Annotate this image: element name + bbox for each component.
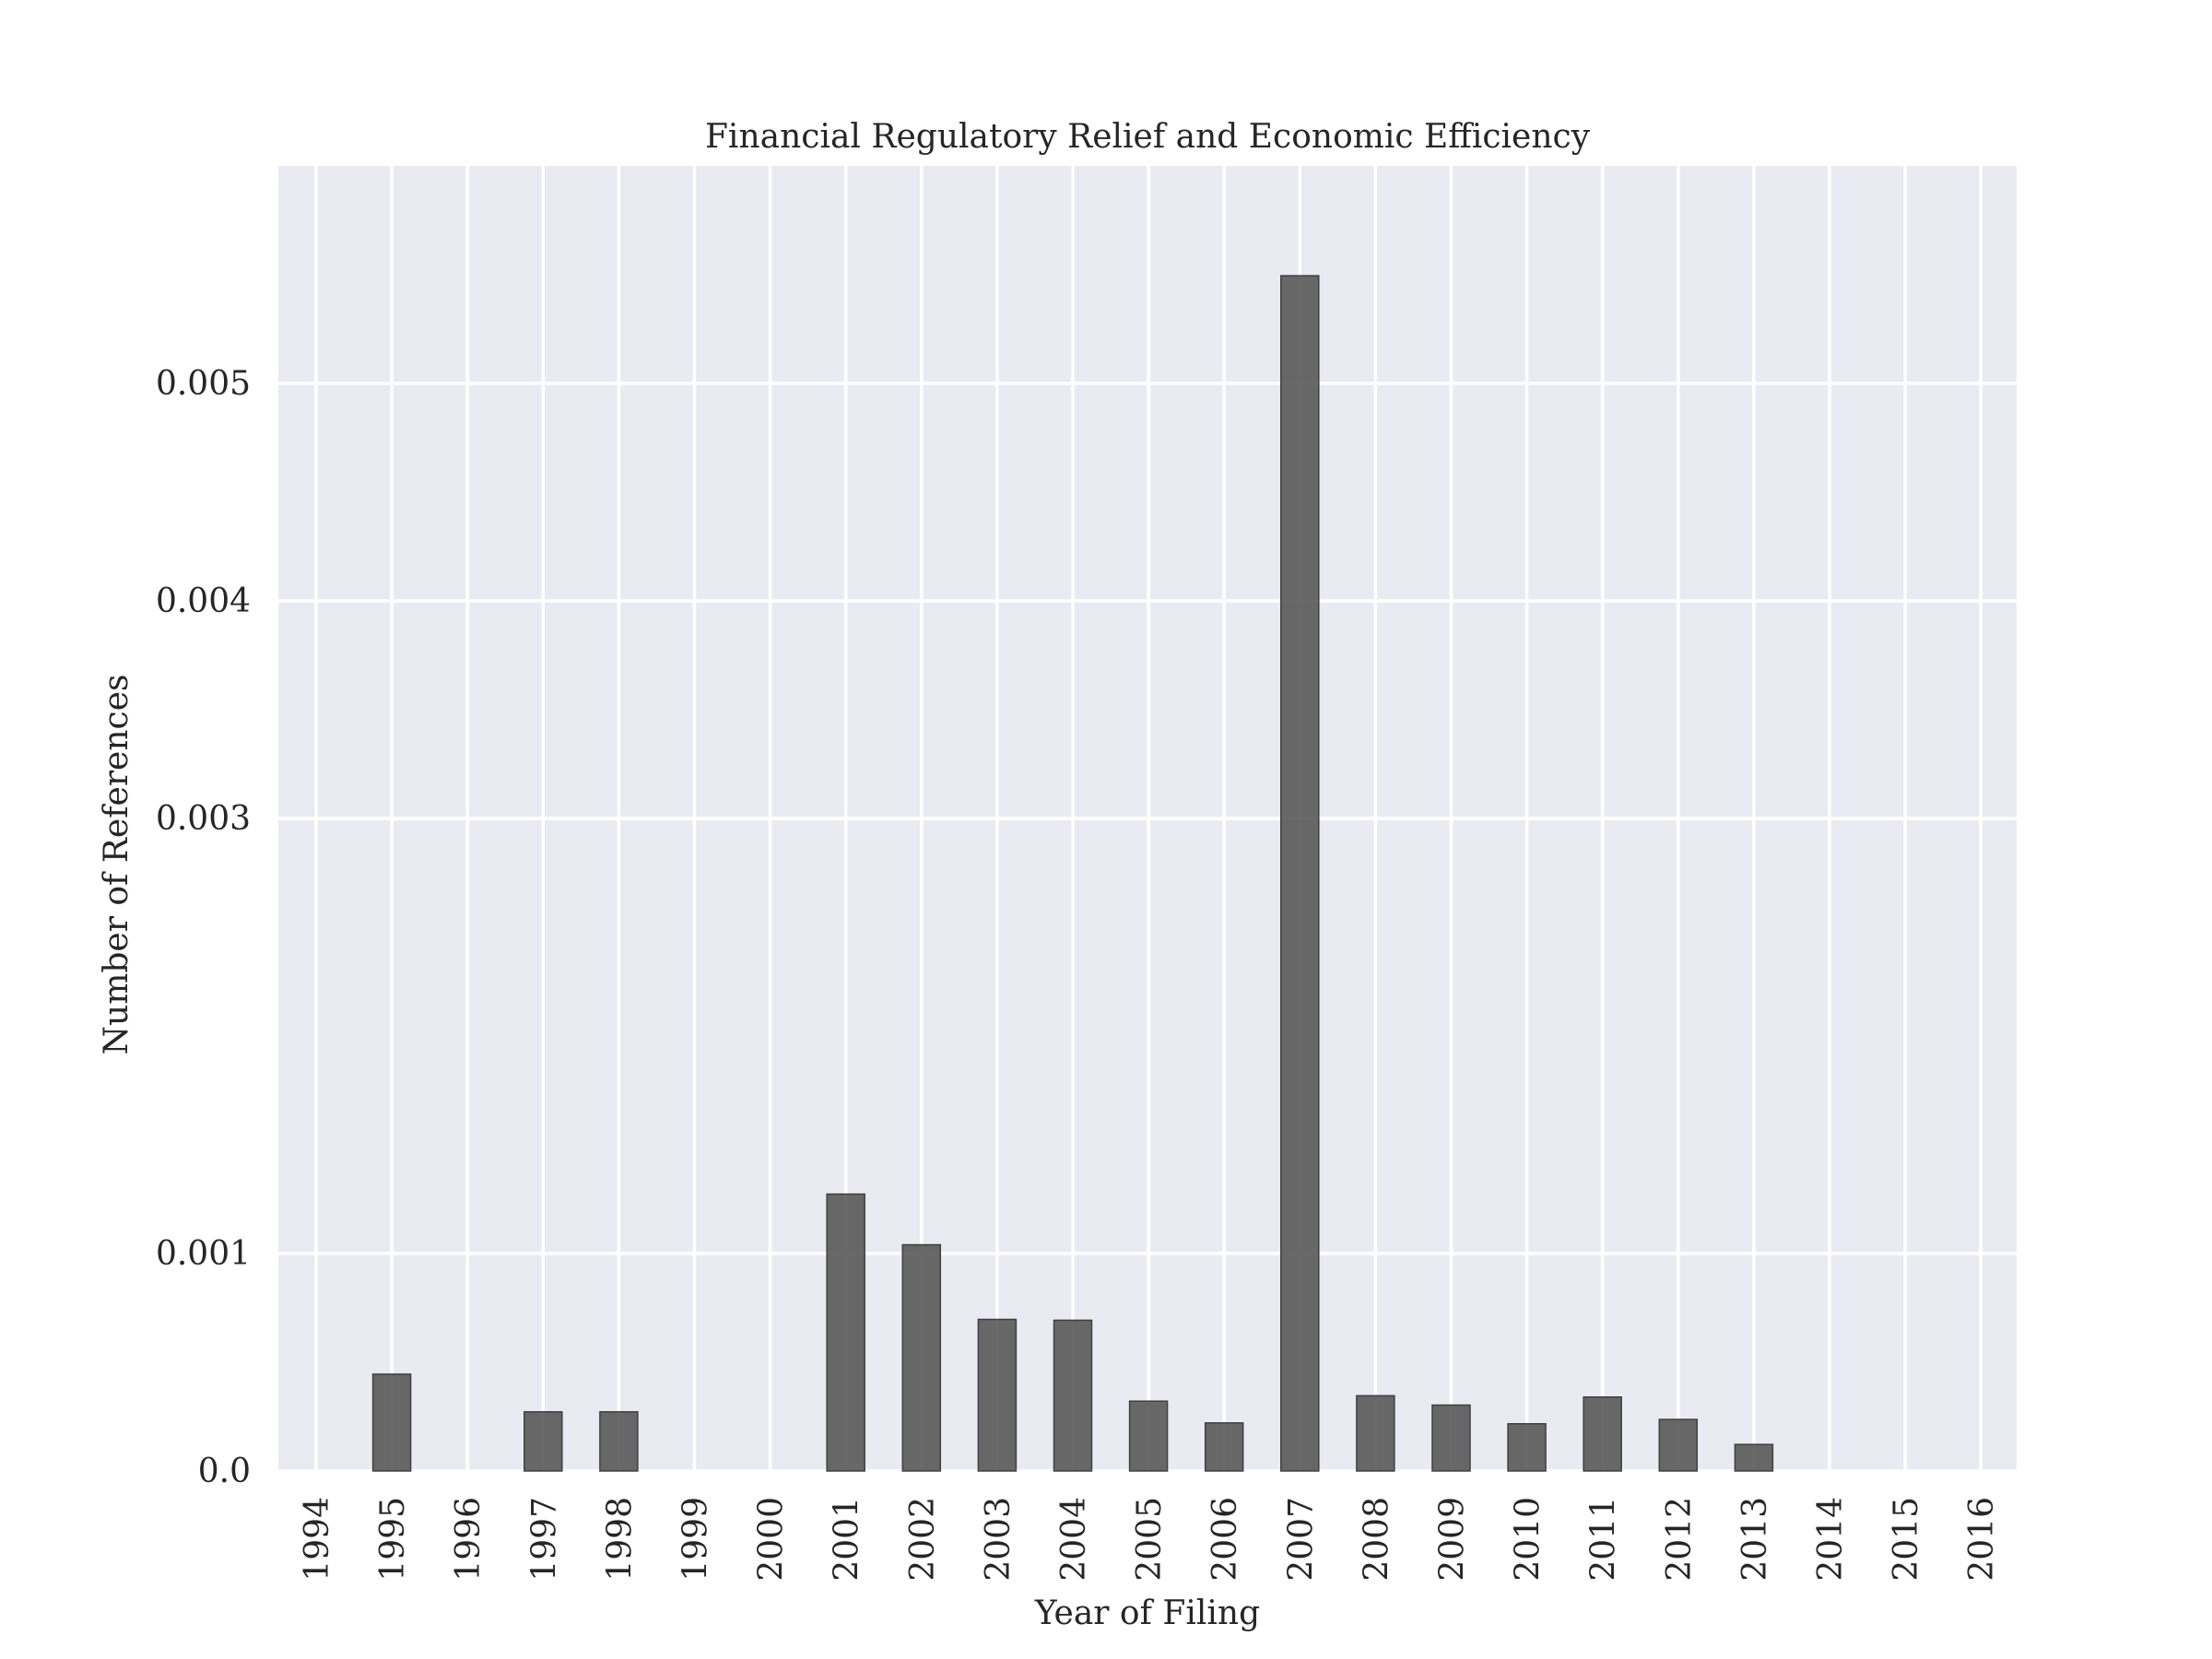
x-tick-label: 1995 xyxy=(374,1497,412,1582)
y-axis-label: Number of References xyxy=(98,675,135,1055)
y-tick-label: 0.003 xyxy=(156,800,251,838)
bar-2012 xyxy=(1658,1418,1699,1472)
bar-2006 xyxy=(1204,1422,1244,1472)
bar-2010 xyxy=(1507,1423,1547,1472)
bar-2002 xyxy=(901,1243,942,1472)
bars xyxy=(371,275,1774,1472)
bar-2001 xyxy=(826,1193,865,1472)
x-tick-label: 2001 xyxy=(829,1497,866,1582)
x-tick-label: 1997 xyxy=(525,1497,563,1582)
x-tick-label: 1999 xyxy=(677,1497,715,1582)
bar-2013 xyxy=(1734,1443,1774,1472)
y-tick-label: 0.0 xyxy=(198,1453,251,1490)
x-tick-label: 2015 xyxy=(1888,1497,1925,1582)
y-tick-label: 0.005 xyxy=(156,365,251,403)
x-tick-label: 2014 xyxy=(1812,1497,1850,1582)
grid-lines xyxy=(278,166,2017,1473)
x-tick-label: 1998 xyxy=(601,1497,639,1582)
bar-1997 xyxy=(524,1411,563,1472)
x-tick-label: 2005 xyxy=(1131,1497,1169,1582)
bar-1995 xyxy=(371,1373,412,1472)
x-tick-label: 2013 xyxy=(1736,1497,1774,1582)
x-tick-label: 2016 xyxy=(1963,1497,2001,1582)
x-tick-label: 1996 xyxy=(450,1497,488,1582)
x-tick-label: 2002 xyxy=(904,1497,942,1582)
bar-2003 xyxy=(977,1318,1018,1472)
y-tick-labels: 0.0 0.001 0.003 0.004 0.005 xyxy=(156,365,251,1490)
y-tick-label: 0.001 xyxy=(156,1235,251,1273)
x-tick-label: 2000 xyxy=(753,1497,791,1582)
bar-2004 xyxy=(1053,1319,1093,1472)
x-tick-labels: 1994 1995 1996 1997 1998 1999 2000 2001 2002 2003… xyxy=(299,1497,2001,1582)
x-tick-label: 2010 xyxy=(1510,1497,1547,1582)
x-tick-label: 2007 xyxy=(1282,1497,1320,1582)
x-tick-label: 2003 xyxy=(980,1497,1018,1582)
x-tick-label: 1994 xyxy=(299,1497,336,1582)
x-axis-label: Year of Filing xyxy=(1034,1594,1260,1632)
x-tick-label: 2011 xyxy=(1585,1497,1623,1582)
bar-2007 xyxy=(1280,275,1320,1472)
x-tick-label: 2006 xyxy=(1206,1497,1244,1582)
x-tick-label: 2004 xyxy=(1055,1497,1093,1582)
bar-2008 xyxy=(1356,1394,1395,1472)
y-tick-label: 0.004 xyxy=(156,582,251,620)
x-tick-label: 2012 xyxy=(1661,1497,1699,1582)
x-tick-label: 2009 xyxy=(1434,1497,1472,1582)
bar-1998 xyxy=(599,1411,639,1472)
chart-title: Financial Regulatory Relief and Economic… xyxy=(705,118,1591,156)
bar-2009 xyxy=(1431,1404,1471,1472)
bar-2005 xyxy=(1128,1400,1169,1472)
bar-2011 xyxy=(1583,1396,1622,1472)
x-tick-label: 2008 xyxy=(1358,1497,1395,1582)
